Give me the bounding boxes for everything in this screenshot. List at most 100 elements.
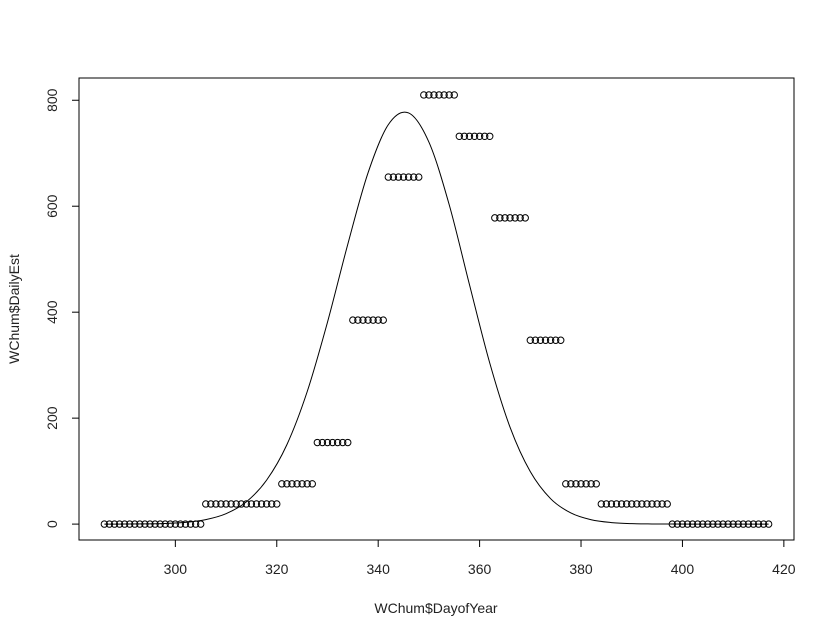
data-point	[521, 214, 529, 222]
data-point	[460, 132, 469, 140]
data-point	[643, 500, 651, 508]
x-tick-label: 340	[367, 561, 391, 577]
data-point	[161, 520, 169, 528]
data-point	[252, 500, 261, 508]
y-tick-label: 200	[44, 406, 60, 430]
data-point	[257, 500, 266, 508]
data-point	[511, 214, 519, 222]
data-point	[374, 316, 382, 324]
data-point	[394, 173, 403, 181]
data-point	[298, 480, 306, 488]
data-point	[617, 500, 626, 508]
data-point	[653, 500, 661, 508]
y-tick-label: 400	[44, 300, 60, 324]
data-point	[384, 173, 393, 181]
data-point	[379, 316, 387, 324]
data-point	[399, 173, 408, 181]
y-tick-label: 600	[44, 194, 60, 218]
data-point	[171, 520, 180, 528]
data-point	[166, 520, 174, 528]
data-point	[551, 336, 560, 344]
data-point	[638, 500, 646, 508]
data-point	[222, 500, 230, 508]
data-point	[359, 316, 367, 324]
data-point	[582, 480, 590, 488]
data-point	[232, 500, 240, 508]
data-points	[100, 91, 773, 528]
data-point	[501, 214, 509, 222]
x-tick-label: 360	[468, 561, 492, 577]
data-point	[475, 132, 484, 140]
data-point	[212, 500, 220, 508]
data-point	[440, 91, 448, 99]
data-point	[338, 438, 347, 447]
data-point	[181, 520, 190, 528]
data-point	[622, 500, 631, 508]
data-point	[318, 438, 327, 447]
data-point	[465, 132, 474, 140]
x-axis: 300 320 340 360 380 400 420	[164, 539, 796, 577]
data-point	[663, 500, 671, 508]
x-tick-label: 300	[164, 561, 188, 577]
data-point	[186, 520, 195, 528]
data-point	[526, 336, 535, 344]
data-point	[480, 132, 489, 140]
y-axis: 0 200 400 600 800	[44, 88, 80, 528]
data-point	[541, 336, 550, 344]
data-point	[369, 316, 377, 324]
y-tick-label: 0	[44, 520, 60, 528]
data-point	[303, 480, 311, 488]
data-point	[278, 480, 286, 488]
data-point	[364, 316, 372, 324]
data-point	[430, 91, 438, 99]
data-point	[455, 132, 464, 140]
data-point	[486, 132, 494, 140]
data-point	[435, 91, 443, 99]
data-point	[577, 480, 585, 488]
data-point	[308, 480, 316, 488]
data-point	[328, 438, 337, 447]
data-point	[344, 438, 352, 447]
y-axis-title: WChum$DailyEst	[6, 254, 22, 364]
data-point	[333, 438, 342, 447]
data-point	[273, 500, 281, 508]
data-point	[262, 500, 271, 508]
data-point	[176, 520, 185, 528]
x-tick-label: 400	[671, 561, 695, 577]
data-point	[420, 91, 428, 99]
data-point	[409, 173, 418, 181]
data-point	[658, 500, 666, 508]
data-point	[267, 500, 276, 508]
x-tick-label: 320	[265, 561, 289, 577]
data-point	[531, 336, 540, 344]
data-point	[557, 336, 565, 344]
data-point	[516, 214, 524, 222]
data-point	[227, 500, 235, 508]
data-point	[572, 480, 580, 488]
data-point	[602, 500, 611, 508]
data-point	[612, 500, 621, 508]
data-point	[536, 336, 545, 344]
data-point	[288, 480, 296, 488]
x-axis-title: WChum$DayofYear	[374, 600, 498, 616]
data-point	[648, 500, 656, 508]
data-point	[470, 132, 479, 140]
fitted-curve	[104, 111, 769, 525]
data-point	[506, 214, 514, 222]
data-point	[247, 500, 256, 508]
x-tick-label: 380	[569, 561, 593, 577]
data-point	[425, 91, 433, 99]
data-point	[445, 91, 453, 99]
data-point	[323, 438, 332, 447]
data-point	[415, 173, 423, 181]
data-point	[404, 173, 413, 181]
data-point	[546, 336, 555, 344]
data-point	[389, 173, 398, 181]
plot-frame	[78, 77, 795, 541]
data-point	[607, 500, 616, 508]
data-point	[628, 500, 636, 508]
data-point	[597, 500, 606, 508]
data-point	[349, 316, 357, 324]
x-tick-label: 420	[772, 561, 796, 577]
